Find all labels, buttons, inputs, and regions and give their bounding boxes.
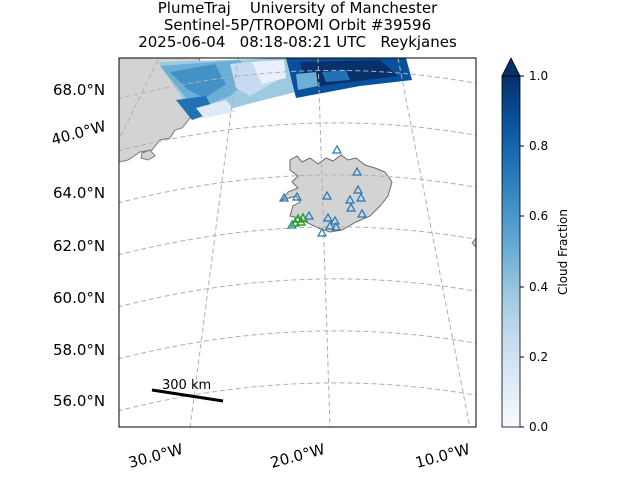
station-marker: [322, 212, 334, 222]
station-marker: [278, 192, 290, 202]
colorbar-tick: 0.0: [529, 420, 548, 434]
lon-label-30w: 30.0°W: [126, 440, 185, 472]
graticule: [119, 58, 476, 427]
station-marker: [351, 166, 363, 176]
lat-label-62: 62.0°N: [53, 237, 105, 255]
lat-label-58: 58.0°N: [53, 341, 105, 359]
station-markers: [278, 144, 368, 237]
volcano-marker: [297, 212, 309, 222]
lat-label-64: 64.0°N: [53, 184, 105, 202]
station-marker: [331, 144, 343, 154]
faroe-fragment: [471, 237, 476, 248]
colorbar-tick: 0.6: [529, 209, 548, 223]
map-panel: 300 km: [119, 58, 476, 427]
greenland-island: [140, 149, 156, 161]
colorbar-gradient: [501, 75, 521, 428]
lat-label-60: 60.0°N: [53, 289, 105, 307]
station-marker: [303, 210, 315, 220]
station-marker: [330, 221, 342, 231]
station-marker: [324, 220, 336, 230]
colorbar: 0.0 0.2 0.4 0.6 0.8 1.0 Cloud Fraction: [501, 57, 570, 434]
title-line-2: Sentinel-5P/TROPOMI Orbit #39596: [163, 16, 432, 34]
station-marker: [344, 194, 356, 204]
volcano-markers: [289, 212, 309, 227]
scale-bar-label: 300 km: [162, 378, 211, 393]
lon-label-10w: 10.0°W: [413, 440, 472, 472]
station-marker: [345, 202, 357, 212]
station-marker: [356, 208, 368, 218]
scale-bar: [151, 388, 224, 403]
lat-label-66: 40.0°W: [49, 117, 108, 149]
station-marker: [291, 191, 303, 201]
station-marker: [355, 192, 367, 202]
title-line-1: PlumeTraj University of Manchester: [157, 0, 438, 17]
lat-label-56: 56.0°N: [53, 392, 105, 410]
colorbar-tick: 0.8: [529, 139, 548, 153]
station-marker: [316, 227, 328, 237]
colorbar-extend-arrow: [501, 57, 521, 77]
colorbar-label: Cloud Fraction: [556, 209, 570, 295]
colorbar-tick: 0.2: [529, 350, 548, 364]
colorbar-tick: 1.0: [529, 69, 548, 83]
colorbar-tick: 0.4: [529, 280, 548, 294]
lon-label-20w: 20.0°W: [268, 440, 327, 472]
station-marker: [352, 184, 364, 194]
volcano-marker: [289, 217, 301, 227]
map-frame: [118, 57, 477, 428]
station-marker: [321, 190, 333, 200]
title-line-3: 2025-06-04 08:18-08:21 UTC Reykjanes: [138, 33, 457, 51]
station-marker: [286, 219, 298, 229]
lat-label-68: 68.0°N: [53, 81, 105, 99]
